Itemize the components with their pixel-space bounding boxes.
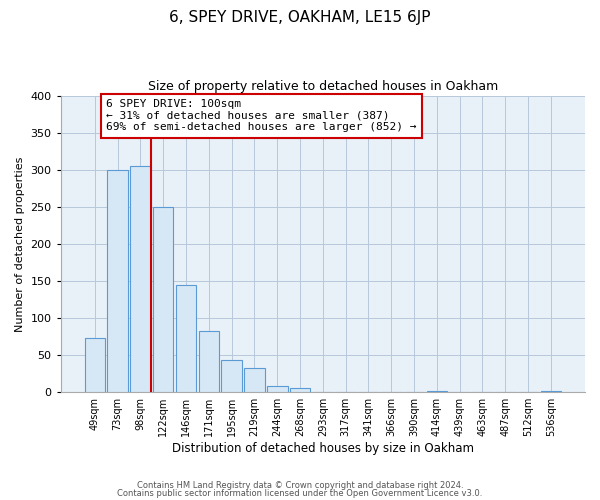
Bar xyxy=(199,332,219,392)
Text: Contains HM Land Registry data © Crown copyright and database right 2024.: Contains HM Land Registry data © Crown c… xyxy=(137,481,463,490)
Bar xyxy=(541,390,561,392)
Bar xyxy=(427,390,447,392)
Text: 6, SPEY DRIVE, OAKHAM, LE15 6JP: 6, SPEY DRIVE, OAKHAM, LE15 6JP xyxy=(169,10,431,25)
Text: Contains public sector information licensed under the Open Government Licence v3: Contains public sector information licen… xyxy=(118,488,482,498)
Bar xyxy=(244,368,265,392)
Text: 6 SPEY DRIVE: 100sqm
← 31% of detached houses are smaller (387)
69% of semi-deta: 6 SPEY DRIVE: 100sqm ← 31% of detached h… xyxy=(106,100,417,132)
Bar xyxy=(290,388,310,392)
X-axis label: Distribution of detached houses by size in Oakham: Distribution of detached houses by size … xyxy=(172,442,474,455)
Title: Size of property relative to detached houses in Oakham: Size of property relative to detached ho… xyxy=(148,80,498,93)
Bar xyxy=(176,286,196,392)
Bar xyxy=(107,170,128,392)
Bar xyxy=(85,338,105,392)
Bar xyxy=(267,386,287,392)
Bar xyxy=(130,166,151,392)
Bar xyxy=(221,360,242,392)
Bar xyxy=(153,207,173,392)
Y-axis label: Number of detached properties: Number of detached properties xyxy=(15,156,25,332)
